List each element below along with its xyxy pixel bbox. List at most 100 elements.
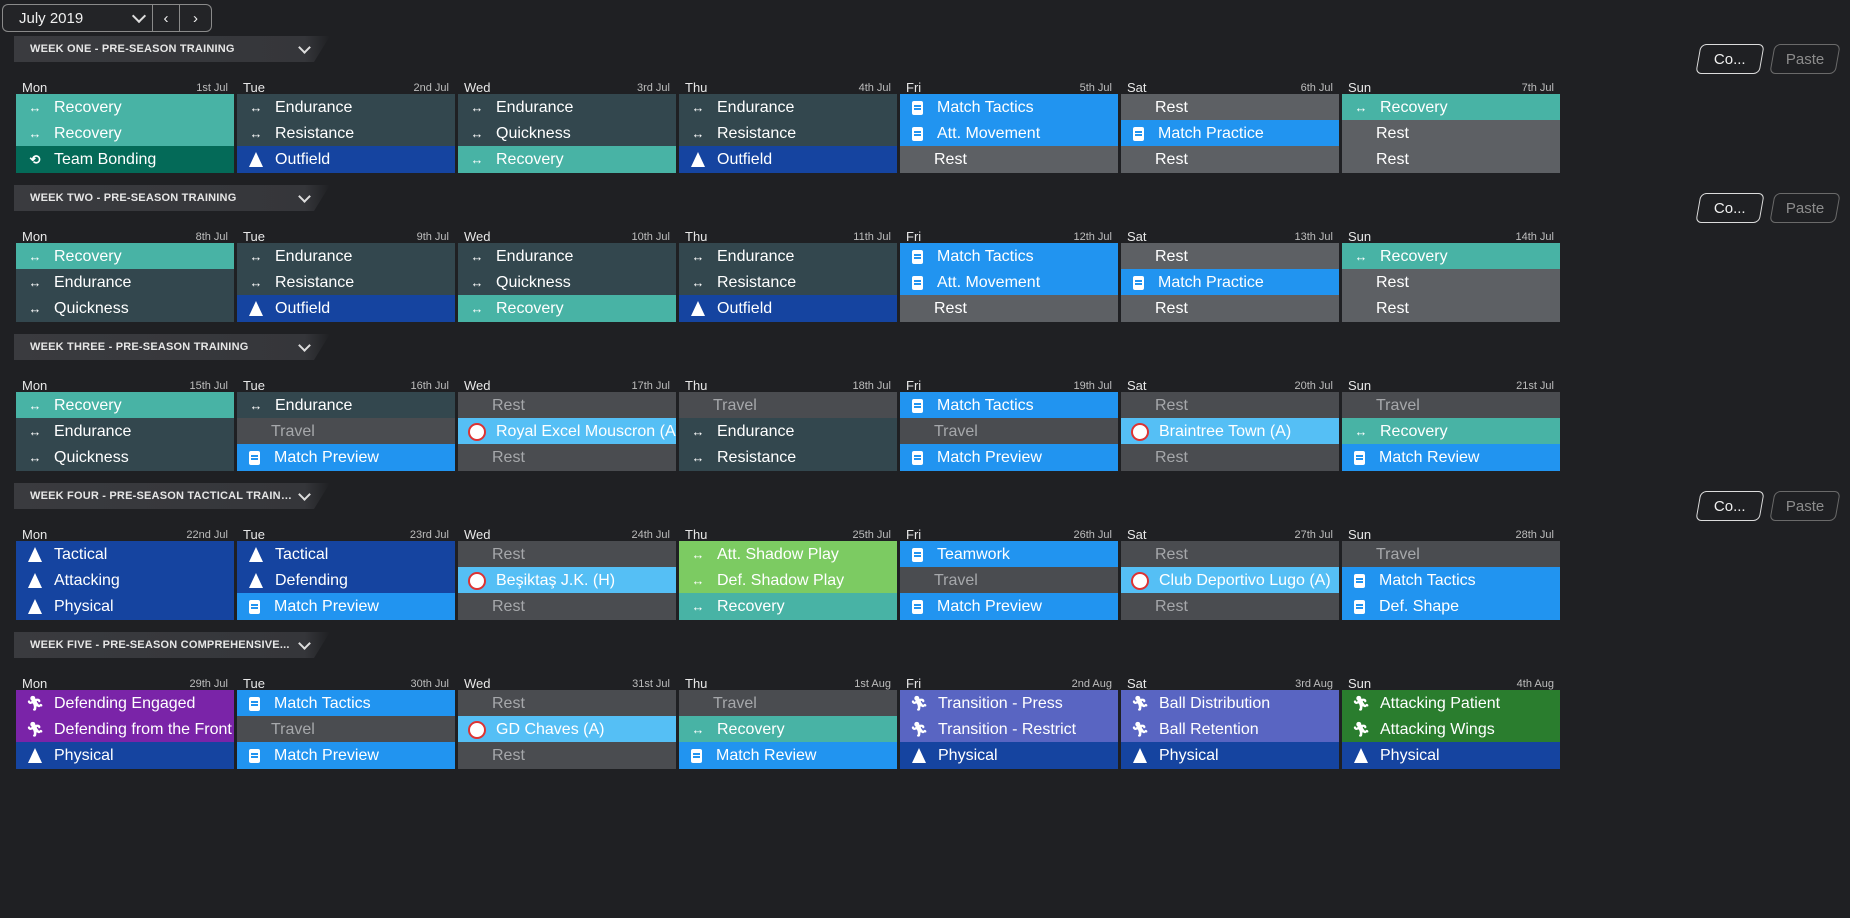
session-slot[interactable]: ↔ Resistance bbox=[237, 120, 455, 147]
session-slot[interactable]: Rest bbox=[1121, 94, 1339, 121]
session-slot[interactable]: Rest bbox=[458, 690, 676, 717]
session-slot[interactable]: 🏃︎ Defending from the Front bbox=[16, 716, 234, 743]
session-slot[interactable]: Rest bbox=[1121, 243, 1339, 270]
session-slot[interactable]: Rest bbox=[900, 146, 1118, 173]
session-slot[interactable]: ↔ Resistance bbox=[237, 269, 455, 296]
copy-week-button[interactable]: Co... bbox=[1695, 491, 1765, 521]
session-slot[interactable]: ↔ Def. Shadow Play bbox=[679, 567, 897, 594]
session-slot[interactable]: ↔ Recovery bbox=[1342, 94, 1560, 121]
session-slot[interactable]: 🏃︎ Transition - Restrict bbox=[900, 716, 1118, 743]
session-slot[interactable]: ↔ Endurance bbox=[237, 94, 455, 121]
session-slot[interactable]: ↔ Endurance bbox=[679, 94, 897, 121]
session-slot[interactable]: 🏃︎ Transition - Press bbox=[900, 690, 1118, 717]
session-slot[interactable]: ↔ Recovery bbox=[458, 295, 676, 322]
session-slot[interactable]: Rest bbox=[1121, 392, 1339, 419]
session-slot[interactable]: Physical bbox=[1342, 742, 1560, 769]
session-slot[interactable]: ↔ Quickness bbox=[16, 295, 234, 322]
session-slot[interactable]: Teamwork bbox=[900, 541, 1118, 568]
session-slot[interactable]: ↔ Endurance bbox=[237, 392, 455, 419]
session-slot[interactable]: Rest bbox=[1121, 146, 1339, 173]
session-slot[interactable]: ↔ Quickness bbox=[16, 444, 234, 471]
session-slot[interactable]: Braintree Town (A) bbox=[1121, 418, 1339, 445]
session-slot[interactable]: 🏃︎ Attacking Wings bbox=[1342, 716, 1560, 743]
session-slot[interactable]: ↔ Recovery bbox=[16, 392, 234, 419]
session-slot[interactable]: Outfield bbox=[237, 295, 455, 322]
session-slot[interactable]: Att. Movement bbox=[900, 120, 1118, 147]
session-slot[interactable]: Royal Excel Mouscron (A) bbox=[458, 418, 676, 445]
session-slot[interactable]: Travel bbox=[237, 418, 455, 445]
paste-week-button[interactable]: Paste bbox=[1769, 193, 1841, 223]
session-slot[interactable]: Match Preview bbox=[237, 444, 455, 471]
session-slot[interactable]: Match Review bbox=[679, 742, 897, 769]
session-slot[interactable]: Rest bbox=[1121, 295, 1339, 322]
session-slot[interactable]: ↔ Endurance bbox=[458, 243, 676, 270]
session-slot[interactable]: ↔ Recovery bbox=[1342, 243, 1560, 270]
copy-week-button[interactable]: Co... bbox=[1695, 44, 1765, 74]
session-slot[interactable]: Travel bbox=[900, 418, 1118, 445]
session-slot[interactable]: Tactical bbox=[237, 541, 455, 568]
week-header[interactable]: WEEK FIVE - PRE-SEASON COMPREHENSIVE... bbox=[14, 632, 330, 658]
session-slot[interactable]: Def. Shape bbox=[1342, 593, 1560, 620]
session-slot[interactable]: Travel bbox=[1342, 541, 1560, 568]
session-slot[interactable]: ↔ Resistance bbox=[679, 444, 897, 471]
session-slot[interactable]: Rest bbox=[1342, 269, 1560, 296]
session-slot[interactable]: Rest bbox=[1342, 146, 1560, 173]
session-slot[interactable]: Match Practice bbox=[1121, 120, 1339, 147]
session-slot[interactable]: ↔ Recovery bbox=[16, 120, 234, 147]
session-slot[interactable]: ↔ Quickness bbox=[458, 120, 676, 147]
week-header[interactable]: WEEK THREE - PRE-SEASON TRAINING bbox=[14, 334, 330, 360]
session-slot[interactable]: ↔ Endurance bbox=[16, 269, 234, 296]
session-slot[interactable]: Match Preview bbox=[237, 593, 455, 620]
week-header[interactable]: WEEK FOUR - PRE-SEASON TACTICAL TRAINI..… bbox=[14, 483, 330, 509]
week-header[interactable]: WEEK ONE - PRE-SEASON TRAINING bbox=[14, 36, 330, 62]
week-header[interactable]: WEEK TWO - PRE-SEASON TRAINING bbox=[14, 185, 330, 211]
session-slot[interactable]: Match Preview bbox=[237, 742, 455, 769]
session-slot[interactable]: Club Deportivo Lugo (A) bbox=[1121, 567, 1339, 594]
session-slot[interactable]: Match Tactics bbox=[1342, 567, 1560, 594]
session-slot[interactable]: Rest bbox=[1121, 541, 1339, 568]
session-slot[interactable]: ↔ Endurance bbox=[458, 94, 676, 121]
session-slot[interactable]: ↔ Recovery bbox=[679, 593, 897, 620]
session-slot[interactable]: Outfield bbox=[237, 146, 455, 173]
copy-week-button[interactable]: Co... bbox=[1695, 193, 1765, 223]
session-slot[interactable]: ↔ Recovery bbox=[679, 716, 897, 743]
session-slot[interactable]: Match Preview bbox=[900, 593, 1118, 620]
session-slot[interactable]: 🏃︎ Attacking Patient bbox=[1342, 690, 1560, 717]
session-slot[interactable]: ↔ Recovery bbox=[16, 94, 234, 121]
session-slot[interactable]: ⟲ Team Bonding bbox=[16, 146, 234, 173]
session-slot[interactable]: Rest bbox=[1121, 444, 1339, 471]
session-slot[interactable]: Travel bbox=[900, 567, 1118, 594]
session-slot[interactable]: Outfield bbox=[679, 146, 897, 173]
session-slot[interactable]: ↔ Endurance bbox=[237, 243, 455, 270]
session-slot[interactable]: Travel bbox=[679, 392, 897, 419]
session-slot[interactable]: Attacking bbox=[16, 567, 234, 594]
session-slot[interactable]: 🏃︎ Ball Retention bbox=[1121, 716, 1339, 743]
session-slot[interactable]: Travel bbox=[237, 716, 455, 743]
month-select[interactable]: July 2019 bbox=[2, 4, 152, 32]
session-slot[interactable]: Rest bbox=[1342, 295, 1560, 322]
session-slot[interactable]: Tactical bbox=[16, 541, 234, 568]
session-slot[interactable]: Match Tactics bbox=[900, 94, 1118, 121]
session-slot[interactable]: Beşiktaş J.K. (H) bbox=[458, 567, 676, 594]
session-slot[interactable]: Rest bbox=[458, 541, 676, 568]
session-slot[interactable]: ↔ Resistance bbox=[679, 269, 897, 296]
session-slot[interactable]: Physical bbox=[1121, 742, 1339, 769]
next-month-button[interactable]: › bbox=[180, 4, 212, 32]
prev-month-button[interactable]: ‹ bbox=[152, 4, 180, 32]
session-slot[interactable]: Rest bbox=[1121, 593, 1339, 620]
session-slot[interactable]: Match Tactics bbox=[900, 243, 1118, 270]
session-slot[interactable]: Physical bbox=[16, 742, 234, 769]
session-slot[interactable]: Travel bbox=[679, 690, 897, 717]
session-slot[interactable]: GD Chaves (A) bbox=[458, 716, 676, 743]
session-slot[interactable]: Rest bbox=[458, 742, 676, 769]
session-slot[interactable]: ↔ Att. Shadow Play bbox=[679, 541, 897, 568]
session-slot[interactable]: Match Preview bbox=[900, 444, 1118, 471]
session-slot[interactable]: ↔ Resistance bbox=[679, 120, 897, 147]
session-slot[interactable]: Match Review bbox=[1342, 444, 1560, 471]
session-slot[interactable]: ↔ Recovery bbox=[458, 146, 676, 173]
session-slot[interactable]: 🏃︎ Ball Distribution bbox=[1121, 690, 1339, 717]
session-slot[interactable]: Att. Movement bbox=[900, 269, 1118, 296]
paste-week-button[interactable]: Paste bbox=[1769, 491, 1841, 521]
session-slot[interactable]: Rest bbox=[1342, 120, 1560, 147]
session-slot[interactable]: Defending bbox=[237, 567, 455, 594]
